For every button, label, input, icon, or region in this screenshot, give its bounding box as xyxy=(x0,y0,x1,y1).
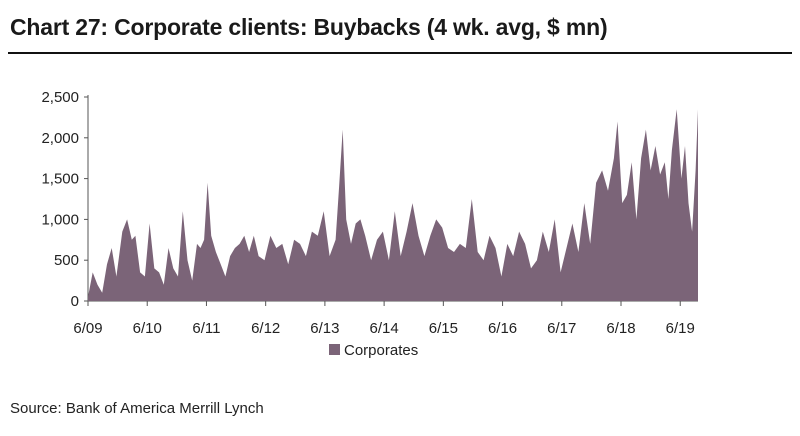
x-tick-label: 6/12 xyxy=(251,320,280,337)
legend-label-corporates: Corporates xyxy=(344,342,418,359)
x-tick-label: 6/14 xyxy=(370,320,399,337)
y-tick-label: 0 xyxy=(71,293,79,310)
buybacks-chart: 0 500 1,000 1,500 2,000 2,500 6/09 6/10 6/11 6/1… xyxy=(41,89,698,359)
x-tick-label: 6/18 xyxy=(606,320,635,337)
series-area-corporates xyxy=(88,109,698,301)
x-tick-label: 6/09 xyxy=(73,320,102,337)
x-tick-label: 6/13 xyxy=(310,320,339,337)
source-note: Source: Bank of America Merrill Lynch xyxy=(10,400,264,417)
y-tick-label: 1,000 xyxy=(41,211,79,228)
x-tick-label: 6/11 xyxy=(192,320,220,337)
plot-area xyxy=(88,109,698,301)
x-tick-label: 6/10 xyxy=(133,320,162,337)
x-tick-label: 6/17 xyxy=(547,320,576,337)
y-tick-label: 2,000 xyxy=(41,130,79,147)
y-axis: 0 500 1,000 1,500 2,000 2,500 xyxy=(41,89,89,310)
y-tick-label: 2,500 xyxy=(41,89,79,106)
legend-swatch-corporates xyxy=(329,344,340,355)
x-tick-label: 6/15 xyxy=(429,320,458,337)
x-tick-label: 6/19 xyxy=(666,320,695,337)
y-tick-label: 1,500 xyxy=(41,171,79,188)
x-tick-label: 6/16 xyxy=(488,320,517,337)
chart-title: Chart 27: Corporate clients: Buybacks (4… xyxy=(10,14,608,40)
legend: Corporates xyxy=(329,342,418,359)
y-tick-label: 500 xyxy=(54,252,79,269)
x-axis: 6/09 6/10 6/11 6/12 6/13 6/14 6/15 6/16 6/17 6/18… xyxy=(73,300,698,337)
title-divider xyxy=(8,52,792,54)
